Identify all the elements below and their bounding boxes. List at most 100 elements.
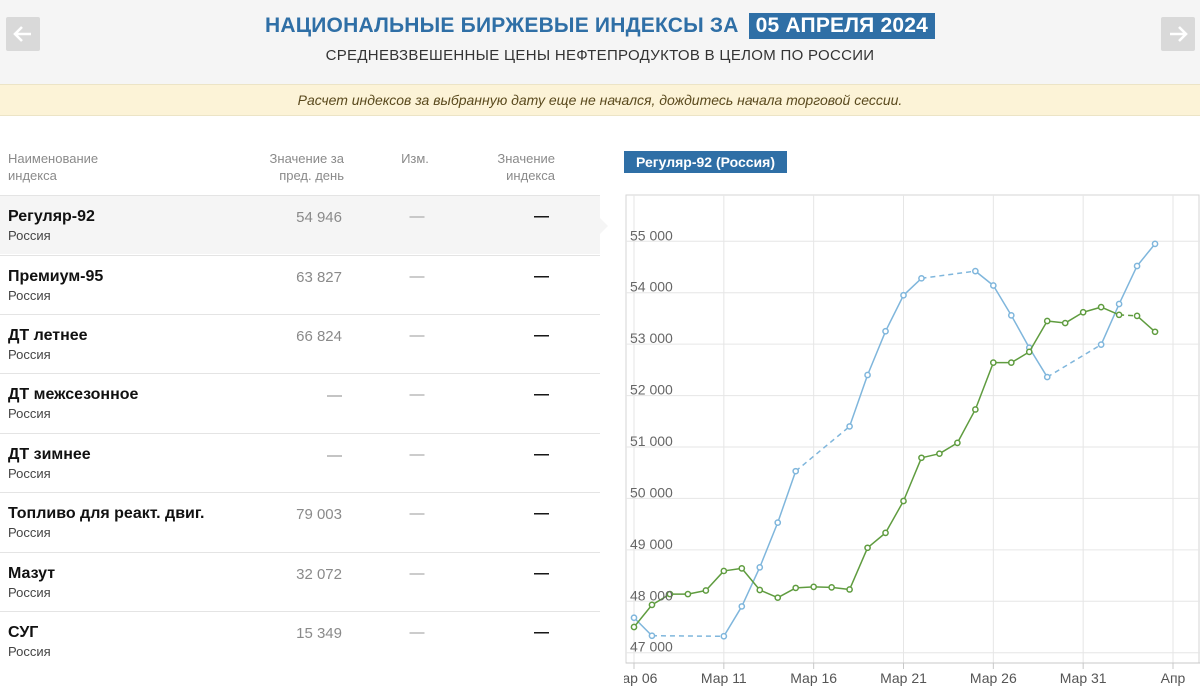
- row-change: —: [409, 624, 425, 641]
- series-2-segment: [651, 593, 671, 606]
- series-1-point: [648, 632, 656, 640]
- table-row-dt-summer[interactable]: ДТ летнее Россия 66 824 — —: [0, 314, 600, 373]
- row-change: —: [409, 208, 425, 225]
- x-tick-label: Мар 16: [790, 670, 837, 686]
- header-change: Изм.: [401, 151, 429, 166]
- row-region: Россия: [8, 347, 51, 362]
- series-1-point: [1133, 262, 1141, 270]
- table-row-dt-winter[interactable]: ДТ зимнее Россия — — —: [0, 433, 600, 492]
- row-value: —: [534, 208, 549, 225]
- series-1-point: [792, 467, 800, 475]
- series-1-point: [720, 632, 728, 640]
- series-1-segment: [633, 617, 653, 637]
- table-row-lpg[interactable]: СУГ Россия 15 349 — —: [0, 611, 600, 670]
- series-2-point: [648, 601, 656, 609]
- table-row-jet-fuel[interactable]: Топливо для реакт. двиг. Россия 79 003 —…: [0, 492, 600, 551]
- series-2-segment: [1064, 311, 1084, 324]
- y-tick-label: 53 000: [630, 330, 673, 346]
- series-1-point: [846, 423, 853, 430]
- series-2-point: [1151, 328, 1159, 336]
- header-index-name: Наименование индекса: [8, 150, 168, 184]
- row-change: —: [409, 327, 425, 344]
- table-row-premium-95[interactable]: Премиум-95 Россия 63 827 — —: [0, 255, 600, 314]
- y-tick-label: 50 000: [630, 484, 673, 500]
- series-1-segment: [1010, 314, 1030, 349]
- arrow-left-icon: [13, 26, 31, 42]
- series-2-point: [1007, 359, 1015, 367]
- series-1-point: [738, 603, 746, 610]
- prev-date-button[interactable]: [6, 17, 40, 51]
- y-tick-label: 48 000: [630, 587, 673, 603]
- series-2-segment: [974, 362, 995, 410]
- y-tick-label: 55 000: [630, 227, 673, 243]
- series-2-point: [684, 590, 692, 598]
- chart-series-tab[interactable]: Регуляр-92 (Россия): [624, 151, 787, 173]
- header-index-name-line1: Наименование: [8, 151, 99, 166]
- series-1-point: [882, 327, 889, 335]
- series-1-segment: [651, 634, 724, 638]
- row-region: Россия: [8, 644, 51, 659]
- series-1-point: [1043, 373, 1051, 381]
- header-index-value: Значение индекса: [470, 150, 555, 184]
- row-change: —: [409, 386, 425, 403]
- table-row-dt-offseason[interactable]: ДТ межсезонное Россия — — —: [0, 373, 600, 432]
- row-region: Россия: [8, 228, 51, 243]
- series-1-segment: [902, 277, 922, 296]
- series-1-segment: [974, 270, 994, 287]
- series-1-segment: [1136, 243, 1156, 267]
- row-change: —: [409, 565, 425, 582]
- x-tick-label: Мар 26: [970, 670, 1017, 686]
- series-2-point: [738, 565, 746, 572]
- table-row-fuel-oil[interactable]: Мазут Россия 32 072 — —: [0, 552, 600, 611]
- row-value: —: [534, 565, 549, 582]
- series-2-point: [720, 567, 728, 575]
- header-prev-value: Значение за пред. день: [230, 150, 344, 184]
- row-name: СУГ: [8, 624, 39, 641]
- series-1-segment: [723, 606, 743, 637]
- arrow-right-icon: [1170, 26, 1188, 42]
- series-2-segment: [956, 409, 977, 444]
- series-2-point: [900, 497, 907, 505]
- price-chart: 47 000 48 000 49 000 50 000 51 000 52 000 53 0…: [624, 194, 1200, 686]
- row-value: —: [534, 386, 549, 403]
- y-tick-label: 49 000: [630, 536, 673, 552]
- table-row-regular-92[interactable]: Регуляр-92 Россия 54 946 — —: [0, 195, 600, 254]
- next-date-button[interactable]: [1161, 17, 1195, 51]
- series-2-point: [702, 587, 710, 594]
- row-prev-value: 15 349: [296, 625, 342, 642]
- header-prev-value-line1: Значение за: [269, 151, 344, 166]
- series-2-point: [972, 406, 979, 413]
- series-2-point: [936, 450, 943, 458]
- series-2-segment: [848, 547, 869, 590]
- series-2-segment: [902, 457, 923, 502]
- series-1-point: [900, 291, 907, 299]
- row-value: —: [534, 446, 549, 463]
- series-2-point: [864, 544, 871, 552]
- series-1-segment: [866, 331, 887, 376]
- row-region: Россия: [8, 585, 51, 600]
- x-tick-label: Мар 31: [1060, 670, 1107, 686]
- date-selector[interactable]: 05 АПРЕЛЯ 2024: [748, 13, 936, 39]
- series-2-point: [1061, 319, 1069, 327]
- row-name: Мазут: [8, 565, 56, 582]
- row-value: —: [534, 505, 549, 522]
- page-title: НАЦИОНАЛЬНЫЕ БИРЖЕВЫЕ ИНДЕКСЫ ЗА 05 АПРЕ…: [0, 13, 1200, 39]
- x-tick-label: Мар 21: [880, 670, 927, 686]
- series-2-point: [846, 586, 853, 593]
- series-2-point: [630, 623, 638, 631]
- series-2-point: [1115, 311, 1123, 319]
- row-region: Россия: [8, 525, 51, 540]
- title-text: НАЦИОНАЛЬНЫЕ БИРЖЕВЫЕ ИНДЕКСЫ ЗА: [264, 14, 739, 37]
- series-1-segment: [1100, 303, 1120, 345]
- series-2-segment: [1136, 315, 1156, 333]
- row-name: Топливо для реакт. двиг.: [8, 505, 205, 522]
- series-2-point: [774, 594, 782, 602]
- series-2-segment: [633, 604, 653, 628]
- row-prev-value: —: [327, 447, 342, 464]
- series-2-point: [882, 529, 889, 537]
- row-prev-value: 79 003: [296, 506, 342, 523]
- series-2-point: [1043, 317, 1051, 325]
- row-change: —: [409, 446, 425, 463]
- row-value: —: [534, 624, 549, 641]
- series-2-segment: [884, 500, 905, 534]
